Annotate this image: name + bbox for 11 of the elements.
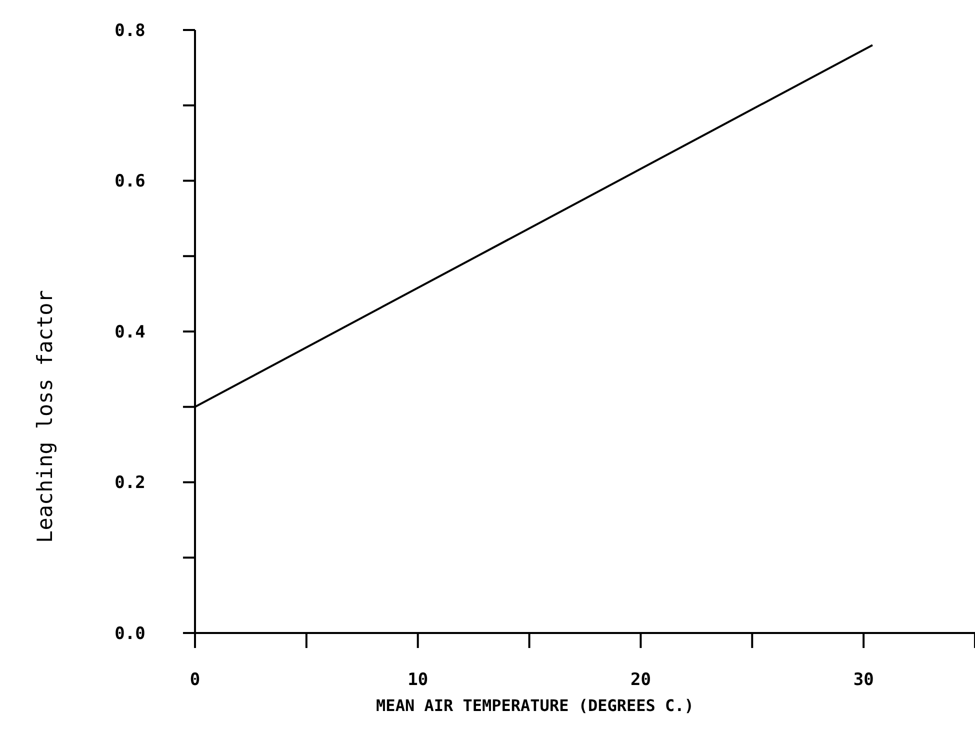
- x-tick-label: 10: [408, 670, 428, 690]
- y-tick-label: 0.8: [114, 20, 146, 41]
- x-tick-label: 20: [630, 670, 651, 690]
- x-tick-label: 0: [190, 670, 200, 690]
- y-tick-label: 0.6: [114, 172, 146, 192]
- x-axis-title: MEAN AIR TEMPERATURE (DEGREES C.): [376, 696, 694, 715]
- y-tick-label: 0.0: [114, 624, 146, 644]
- y-tick-label: 0.2: [114, 473, 146, 494]
- y-axis-title: Leaching loss factor: [33, 290, 57, 543]
- y-tick-label: 0.4: [114, 322, 146, 342]
- x-tick-label: 30: [853, 670, 874, 690]
